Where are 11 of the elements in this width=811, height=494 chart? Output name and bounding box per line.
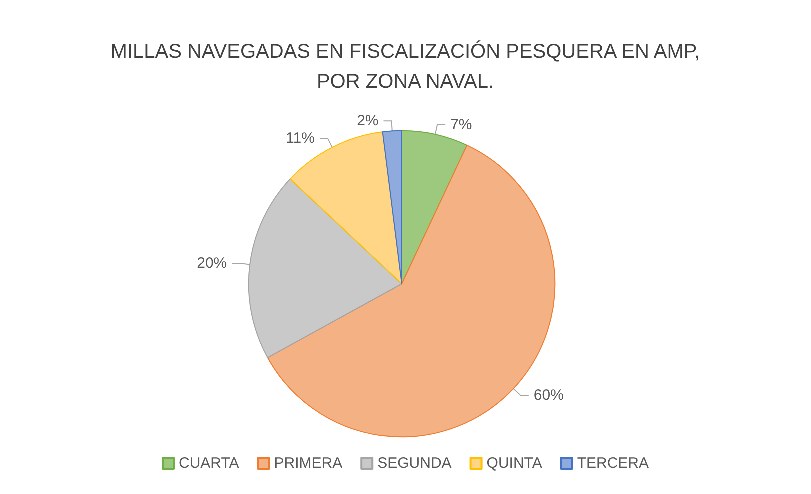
chart-title: MILLAS NAVEGADAS EN FISCALIZACIÓN PESQUERA EN AMP, POR ZONA NAVAL. [110, 40, 700, 93]
legend-label: TERCERA [577, 455, 650, 472]
legend-label: QUINTA [486, 455, 542, 472]
data-label: 7% [450, 116, 472, 134]
legend-label: PRIMERA [274, 455, 343, 472]
data-label: 20% [197, 255, 228, 272]
data-label: 11% [286, 130, 315, 148]
data-label: 2% [357, 112, 379, 130]
legend-label: SEGUNDA [378, 455, 452, 472]
data-label: 60% [534, 387, 564, 404]
legend-label: CUARTA [178, 455, 240, 472]
